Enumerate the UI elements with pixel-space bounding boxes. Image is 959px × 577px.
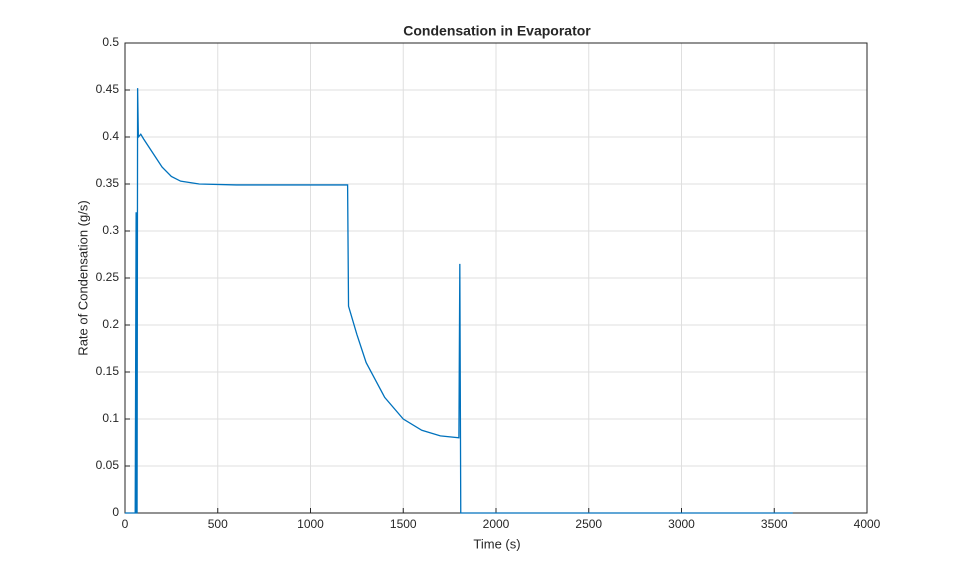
x-tick-label: 2500 bbox=[575, 517, 602, 531]
x-tick-label: 0 bbox=[122, 517, 129, 531]
x-tick-label: 3500 bbox=[761, 517, 788, 531]
x-tick-label: 500 bbox=[208, 517, 228, 531]
data-line bbox=[125, 88, 793, 514]
y-tick-label: 0.25 bbox=[96, 270, 120, 284]
y-tick-label: 0.3 bbox=[102, 223, 119, 237]
y-tick-label: 0.1 bbox=[102, 411, 119, 425]
x-tick-label: 4000 bbox=[854, 517, 881, 531]
y-tick-label: 0 bbox=[112, 505, 119, 519]
y-tick-label: 0.05 bbox=[96, 458, 120, 472]
chart-title: Condensation in Evaporator bbox=[403, 23, 591, 39]
y-axis-label: Rate of Condensation (g/s) bbox=[75, 200, 90, 355]
y-tick-label: 0.15 bbox=[96, 364, 120, 378]
y-tick-label: 0.45 bbox=[96, 82, 120, 96]
x-tick-label: 1500 bbox=[390, 517, 417, 531]
x-axis-label: Time (s) bbox=[473, 536, 520, 551]
y-tick-label: 0.35 bbox=[96, 176, 120, 190]
y-tick-label: 0.4 bbox=[102, 129, 119, 143]
y-tick-label: 0.5 bbox=[102, 35, 119, 49]
y-tick-label: 0.2 bbox=[102, 317, 119, 331]
x-tick-label: 1000 bbox=[297, 517, 324, 531]
x-tick-label: 2000 bbox=[483, 517, 510, 531]
x-tick-label: 3000 bbox=[668, 517, 695, 531]
